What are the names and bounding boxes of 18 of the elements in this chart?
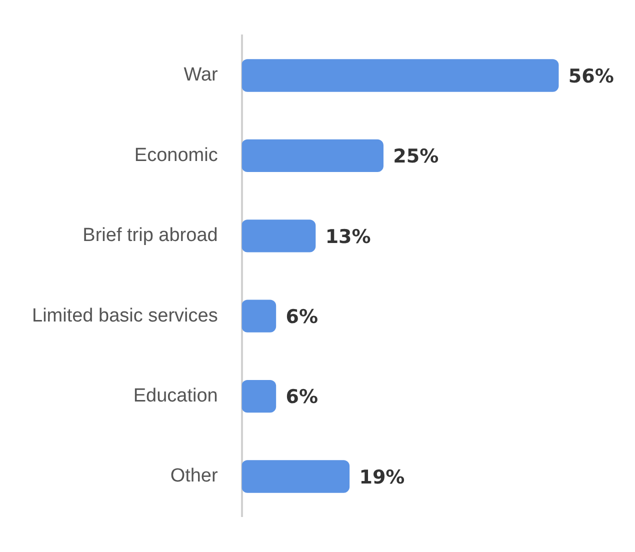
y-tick-label: Limited basic services — [32, 305, 218, 326]
data-label: 56% — [568, 65, 614, 88]
data-label: 13% — [325, 226, 371, 248]
y-tick-label: Education — [133, 386, 218, 407]
bar — [242, 460, 350, 493]
y-tick-label: War — [184, 64, 219, 86]
data-label: 6% — [286, 386, 318, 408]
bar — [242, 220, 316, 252]
bar — [242, 300, 276, 332]
y-tick-label: Brief trip abroad — [82, 225, 218, 246]
data-label: 25% — [393, 146, 439, 168]
bar — [242, 59, 559, 92]
data-label: 19% — [359, 466, 405, 488]
bar — [242, 380, 276, 413]
y-tick-label: Other — [170, 466, 219, 487]
data-label: 6% — [286, 306, 318, 328]
bar — [242, 139, 384, 172]
y-tick-label: Economic — [134, 144, 218, 166]
